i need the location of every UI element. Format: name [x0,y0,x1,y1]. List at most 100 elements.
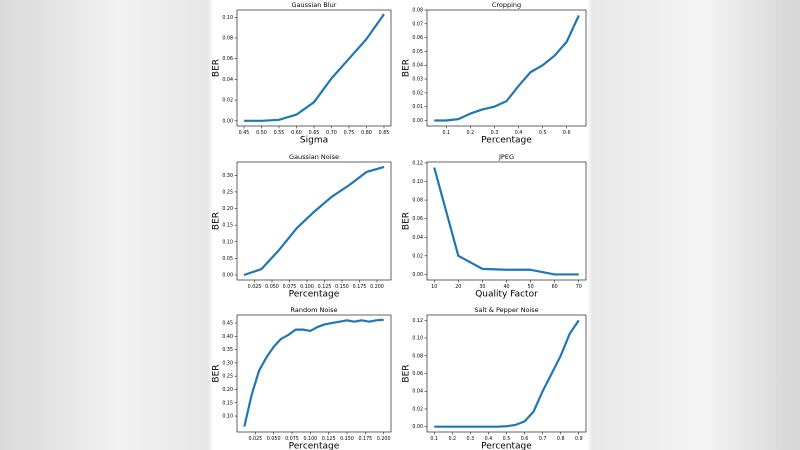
x-tick-label: 0.025 [248,284,262,290]
axes-frame [236,9,392,127]
x-axis-label: Sigma [300,136,328,146]
y-axis-label: BER [402,212,412,230]
data-line [434,15,580,122]
subplot-title: Gaussian Blur [292,1,337,9]
y-tick-label: 0.06 [222,56,233,62]
y-tick-label: 0.10 [222,15,233,21]
y-tick-label: 0.10 [222,414,233,420]
x-tick-label: 20 [455,284,461,290]
data-line [243,318,384,427]
subplot-title: JPEG [498,153,514,161]
x-tick-label: 0.200 [377,436,391,442]
y-tick-label: 0.30 [222,360,233,366]
x-tick-label: 0.60 [291,130,302,136]
x-tick-label: 0.1 [442,130,450,136]
y-tick-label: 0.00 [222,273,233,279]
x-tick-label: 0.85 [379,130,390,136]
x-tick-label: 0.2 [467,130,475,136]
y-tick-label: 0.20 [222,387,233,393]
y-axis-label: BER [402,59,412,77]
y-tick-label: 0.10 [222,239,233,245]
x-tick-label: 0.65 [309,130,320,136]
x-tick-label: 0.075 [283,284,297,290]
axes-frame [426,161,587,281]
y-tick-label: 0.08 [412,353,423,359]
x-tick-label: 0.3 [491,130,499,136]
y-axis-label: BER [212,364,222,382]
x-tick-label: 0.050 [265,284,279,290]
y-tick-label: 0.05 [412,49,423,55]
x-tick-label: 0.1 [430,436,438,442]
y-tick-label: 0.35 [222,347,233,353]
x-tick-label: 0.125 [322,436,336,442]
x-axis-label: Percentage [289,290,340,300]
y-tick-label: 0.00 [412,272,423,278]
x-tick-label: 0.4 [515,130,523,136]
axes-frame [236,314,392,433]
y-axis-label: BER [212,59,222,77]
subplot-title: Salt & Pepper Noise [474,306,538,314]
y-tick-label: 0.30 [222,173,233,179]
subplot-title: Random Noise [290,306,337,314]
x-tick-label: 0.025 [248,436,262,442]
y-tick-label: 0.01 [412,104,423,110]
y-tick-label: 0.08 [412,8,423,14]
x-tick-label: 0.45 [239,130,250,136]
y-tick-label: 0.02 [412,406,423,412]
x-tick-label: 0.075 [285,436,299,442]
y-tick-label: 0.02 [222,98,233,104]
axes-frame [426,9,587,127]
x-tick-label: 0.5 [539,130,547,136]
x-tick-label: 0.50 [256,130,267,136]
y-tick-label: 0.05 [222,256,233,262]
y-tick-label: 0.00 [412,424,423,430]
y-tick-label: 0.06 [412,216,423,222]
x-axis-label: Percentage [481,136,532,146]
y-tick-label: 0.07 [412,21,423,27]
x-tick-label: 0.125 [318,284,332,290]
x-tick-label: 0.175 [353,284,367,290]
x-tick-label: 0.7 [539,436,547,442]
y-tick-label: 0.08 [412,198,423,204]
y-tick-label: 0.25 [222,374,233,380]
x-tick-label: 0.80 [361,130,372,136]
x-tick-label: 0.3 [467,436,475,442]
x-tick-label: 10 [431,284,437,290]
x-axis-label: Quality Factor [475,290,538,300]
y-tick-label: 0.00 [412,118,423,124]
y-tick-label: 0.08 [222,35,233,41]
x-tick-label: 70 [576,284,582,290]
y-tick-label: 0.12 [412,318,423,324]
axes-frame [236,161,392,281]
y-tick-label: 0.04 [222,77,233,83]
x-tick-label: 0.5 [503,436,511,442]
y-axis-label: BER [212,212,222,230]
x-tick-label: 0.6 [521,436,529,442]
y-tick-label: 0.06 [412,371,423,377]
x-tick-label: 50 [528,284,534,290]
x-tick-label: 0.4 [485,436,493,442]
x-tick-label: 0.9 [575,436,583,442]
subplot-title: Cropping [492,1,521,9]
data-line [433,167,579,276]
y-tick-label: 0.06 [412,35,423,41]
y-tick-label: 0.02 [412,90,423,96]
x-tick-label: 0.175 [358,436,372,442]
x-tick-label: 0.2 [448,436,456,442]
x-tick-label: 0.55 [274,130,285,136]
y-tick-label: 0.45 [222,320,233,326]
x-tick-label: 60 [552,284,558,290]
y-tick-label: 0.04 [412,63,423,69]
x-tick-label: 0.8 [557,436,565,442]
y-tick-label: 0.10 [412,179,423,185]
x-tick-label: 0.050 [267,436,281,442]
y-tick-label: 0.10 [412,336,423,342]
y-tick-label: 0.25 [222,189,233,195]
x-tick-label: 40 [503,284,509,290]
x-tick-label: 0.70 [326,130,337,136]
y-tick-label: 0.04 [412,235,423,241]
y-tick-label: 0.00 [222,118,233,124]
data-line [244,13,385,122]
